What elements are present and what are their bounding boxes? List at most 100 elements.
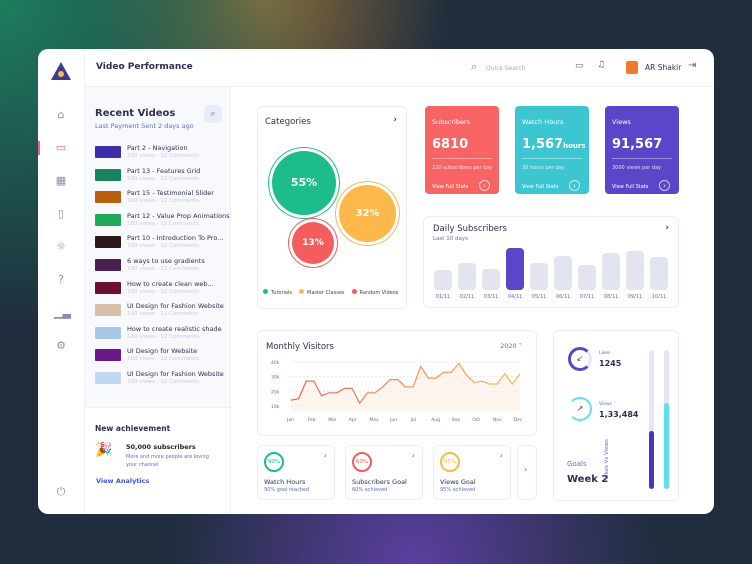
- calendar-icon[interactable]: ▦: [55, 174, 67, 187]
- goal-sub: 90% goal reached: [264, 487, 310, 493]
- x-tick-label: Feb: [308, 417, 316, 423]
- list-item[interactable]: Part 15 - Testimonial Slider 100 views - …: [95, 189, 229, 207]
- list-item[interactable]: 6 ways to use gradients 100 views - 12 Co…: [95, 257, 229, 275]
- chevron-right-icon[interactable]: ›: [499, 451, 503, 460]
- list-item[interactable]: Part 10 - Introduction To Pro... 100 view…: [95, 234, 229, 252]
- bar-label: 05/11: [531, 294, 547, 300]
- daily-title: Daily Subscribers: [433, 224, 507, 234]
- legend-item: Random Videos: [351, 289, 399, 296]
- bar[interactable]: [650, 257, 668, 290]
- logout-icon[interactable]: ⇥: [688, 60, 697, 71]
- stat-number: 1,567: [522, 137, 564, 152]
- monthly-visitors-card: Monthly Visitors 2020 ˅ 40k 30k 20k 10k Jan F…: [257, 330, 537, 436]
- chevron-right-icon[interactable]: ›: [659, 180, 670, 191]
- video-title: UI Design for Fashion Website: [127, 302, 224, 311]
- user-name[interactable]: AR Shakir: [645, 63, 682, 72]
- bar[interactable]: [578, 265, 596, 290]
- search-videos-button[interactable]: ⌕: [204, 105, 222, 123]
- bar[interactable]: [530, 263, 548, 290]
- weekly-goals-card: ↙ Likes 1245 ↗ Views 1,33,484 Goals Week…: [553, 330, 679, 501]
- achievement-title: New achievement: [95, 424, 171, 433]
- likes-label: Likes: [599, 351, 611, 356]
- achievement-headline: 50,000 subscribers: [126, 443, 196, 451]
- video-meta: 100 views - 12 Comments: [127, 175, 199, 182]
- views-label: Views: [599, 402, 613, 407]
- message-icon[interactable]: ▭: [575, 61, 584, 71]
- bar[interactable]: [458, 263, 476, 290]
- stat-number: 6810: [432, 137, 469, 152]
- goals-label: Goals: [567, 460, 587, 468]
- chevron-right-icon[interactable]: ›: [411, 451, 415, 460]
- list-item[interactable]: UI Design for Fashion Website 100 views -…: [95, 302, 229, 320]
- sidebar: ⌂ ▭ ▦ ▯ ☼ ? ▁▃ ⚙ ⏻: [38, 49, 85, 514]
- bubble-master-classes: 32%: [339, 185, 396, 242]
- y-tick-label: 40k: [271, 360, 280, 366]
- chevron-right-icon[interactable]: ›: [665, 223, 669, 233]
- views-bar-track: [664, 350, 669, 489]
- chevron-right-icon[interactable]: ›: [569, 180, 580, 191]
- bubble-tutorials: 55%: [272, 151, 336, 215]
- list-item[interactable]: Part 13 - Features Grid 100 views - 12 Co…: [95, 167, 229, 185]
- year-select[interactable]: 2020 ˅: [500, 342, 522, 350]
- goal-card[interactable]: 60% › Subscribers Goal 60% achieved: [345, 445, 423, 500]
- bookmark-icon[interactable]: ▯: [57, 207, 65, 220]
- legend-label: Random Videos: [359, 290, 399, 296]
- list-item[interactable]: Part 12 - Value Prop Animations 100 views…: [95, 212, 230, 230]
- search-icon[interactable]: ⌕: [471, 60, 478, 73]
- x-tick-label: Sep: [452, 417, 461, 423]
- bar[interactable]: [482, 268, 500, 290]
- video-icon[interactable]: ▭: [55, 141, 67, 154]
- video-title: 6 ways to use gradients: [127, 257, 205, 265]
- view-full-stats-link[interactable]: View Full Stats: [432, 184, 469, 190]
- bar[interactable]: [434, 270, 452, 290]
- power-icon[interactable]: ⏻: [56, 485, 66, 498]
- bulb-icon[interactable]: ☼: [56, 240, 66, 253]
- view-full-stats-link[interactable]: View Full Stats: [522, 184, 559, 190]
- list-item[interactable]: UI Design for Fashion Website 100 views -…: [95, 370, 229, 388]
- achievement-panel: New achievement 🎉 50,000 subscribers Mor…: [85, 407, 231, 514]
- video-meta: 100 views - 12 Comments: [127, 198, 199, 205]
- bar[interactable]: [506, 248, 524, 290]
- stat-number: 91,567: [612, 137, 663, 152]
- monthly-title: Monthly Visitors: [266, 342, 334, 352]
- video-meta: 100 views - 12 Comments: [127, 220, 199, 227]
- goal-card[interactable]: 95% › Views Goal 95% achieved: [433, 445, 511, 500]
- monthly-line-chart: 40k 30k 20k 10k Jan Feb Mar Apr May Jun Jul Aug Sep O…: [271, 360, 523, 423]
- achievement-text: More and more people are loving your cha…: [126, 454, 209, 468]
- bar-label: 06/11: [555, 294, 571, 300]
- search-input[interactable]: Quick Search: [486, 65, 526, 72]
- view-full-stats-link[interactable]: View Full Stats: [612, 184, 649, 190]
- chevron-right-icon[interactable]: ›: [393, 115, 397, 125]
- bar[interactable]: [626, 250, 644, 290]
- video-thumbnail: [95, 213, 121, 226]
- bubble-random-videos: 13%: [292, 222, 334, 264]
- bell-icon[interactable]: ♫: [597, 60, 606, 70]
- avatar[interactable]: [626, 61, 638, 74]
- chart-icon[interactable]: ▁▃: [54, 306, 71, 319]
- bar[interactable]: [602, 253, 620, 290]
- video-meta: 100 views - 12 Comments: [127, 243, 199, 250]
- x-tick-label: Jun: [389, 417, 397, 423]
- bar-label: 08/11: [603, 294, 619, 300]
- views-arrow-icon: ↗: [568, 397, 592, 421]
- settings-icon[interactable]: ⚙: [56, 339, 66, 352]
- goals-next-button[interactable]: ›: [517, 445, 537, 500]
- likes-bar-fill: [649, 430, 654, 489]
- active-indicator: [38, 141, 40, 155]
- goal-card[interactable]: 90% › Watch Hours 90% goal reached: [257, 445, 335, 500]
- home-icon[interactable]: ⌂: [57, 108, 65, 121]
- list-item[interactable]: How to create clean web... 100 views - 12…: [95, 280, 229, 298]
- list-item[interactable]: UI Design for Website 100 views - 12 Comm…: [95, 347, 229, 365]
- help-icon[interactable]: ?: [58, 273, 64, 286]
- header: Video Performance ⌕ Quick Search ▭ ♫ AR …: [85, 49, 714, 87]
- likes-bar-track: [649, 350, 654, 489]
- list-item[interactable]: How to create realistic shade 100 views -…: [95, 325, 229, 343]
- bar-label: 07/11: [579, 294, 595, 300]
- chevron-right-icon[interactable]: ›: [479, 180, 490, 191]
- view-analytics-link[interactable]: View Analytics: [96, 477, 150, 485]
- year-value: 2020: [500, 342, 517, 350]
- chevron-right-icon[interactable]: ›: [323, 451, 327, 460]
- bar[interactable]: [554, 255, 572, 290]
- list-item[interactable]: Part 2 - Navigation 100 views - 12 Commen…: [95, 144, 229, 162]
- visitors-line: [290, 362, 521, 405]
